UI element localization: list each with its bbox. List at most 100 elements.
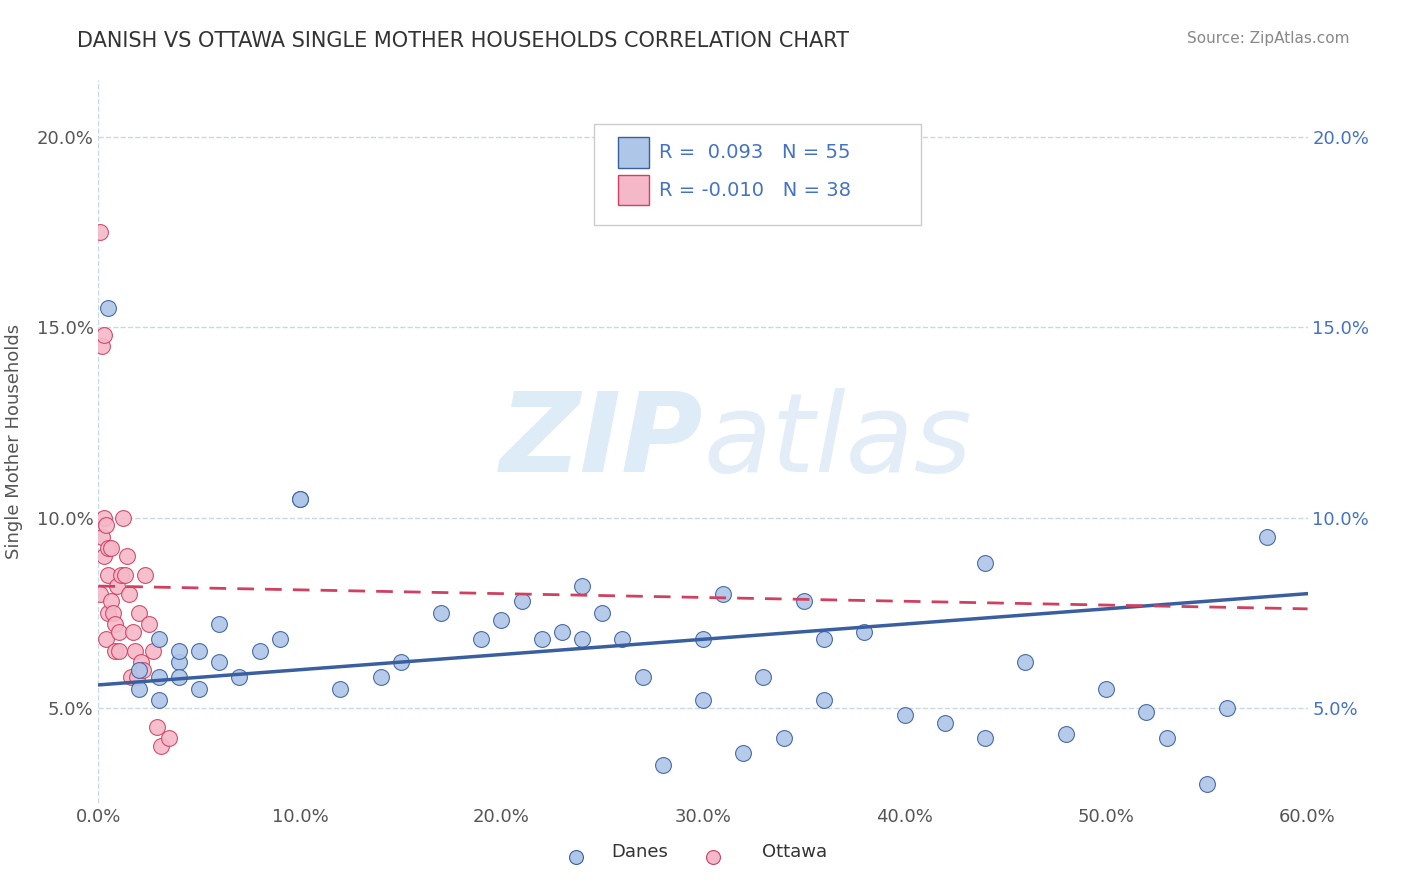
Point [128,681,150,696]
Text: DANISH VS OTTAWA SINGLE MOTHER HOUSEHOLDS CORRELATION CHART: DANISH VS OTTAWA SINGLE MOTHER HOUSEHOLD… [77,31,849,51]
Point [752,670,775,684]
Point [93,328,115,343]
Point [100,541,122,555]
Point [651,757,673,772]
Point [96,632,118,647]
Point [97,301,120,316]
Point [125,670,148,684]
Point [530,632,553,647]
Point [733,747,755,761]
Point [1156,731,1178,746]
Point [111,510,134,524]
Point [1195,777,1218,791]
Point [893,708,915,723]
Point [571,632,593,647]
Point [89,587,111,601]
Point [157,731,180,746]
Text: Source: ZipAtlas.com: Source: ZipAtlas.com [1187,31,1350,46]
Point [148,632,170,647]
Point [132,663,155,677]
Point [711,587,734,601]
Point [146,720,169,734]
Point [612,632,634,647]
Point [793,594,815,608]
Point [692,632,714,647]
Point [89,226,111,240]
Point [813,632,835,647]
Point [91,530,114,544]
Point [551,624,574,639]
Point [249,643,271,657]
Point [101,606,124,620]
Point [430,606,453,620]
FancyBboxPatch shape [595,124,921,225]
Point [1135,705,1157,719]
FancyBboxPatch shape [619,175,648,205]
Point [853,624,876,639]
Point [114,567,136,582]
Point [591,606,613,620]
Point [149,739,172,753]
Point [1054,727,1077,741]
Text: Ottawa: Ottawa [762,843,827,861]
Point [1216,700,1239,714]
Point [208,617,231,632]
Y-axis label: Single Mother Households: Single Mother Households [4,324,22,559]
Point [370,670,392,684]
Point [491,613,513,627]
Point [93,510,115,524]
Point [329,681,352,696]
Point [167,670,190,684]
Point [813,693,835,707]
Point [188,681,211,696]
Point [100,594,122,608]
Point [120,670,142,684]
Point [124,643,146,657]
Point [974,556,997,570]
Point [1256,530,1278,544]
Point [134,567,156,582]
Point [128,663,150,677]
Point [93,549,115,563]
Point [269,632,291,647]
Point [167,655,190,669]
Point [631,670,654,684]
Point [103,617,125,632]
Point [97,606,120,620]
Text: Danes: Danes [612,843,668,861]
Point [118,587,141,601]
Point [167,643,190,657]
Point [115,549,138,563]
Point [148,693,170,707]
Point [129,655,152,669]
Point [188,643,211,657]
Point [96,518,118,533]
Point [107,643,129,657]
Point [142,643,165,657]
Text: atlas: atlas [703,388,972,495]
Point [138,617,160,632]
Point [97,567,120,582]
Text: R =  0.093   N = 55: R = 0.093 N = 55 [659,143,851,162]
Point [103,643,125,657]
Point [121,624,143,639]
Point [228,670,250,684]
Point [208,655,231,669]
Point [97,541,120,555]
Point [288,491,311,506]
Point [128,606,150,620]
Point [148,670,170,684]
Point [389,655,412,669]
Point [110,567,132,582]
Point [571,579,593,593]
Point [1014,655,1036,669]
Point [470,632,492,647]
Point [91,339,114,353]
Point [772,731,794,746]
FancyBboxPatch shape [619,137,648,168]
Point [107,624,129,639]
Point [288,491,311,506]
Text: R = -0.010   N = 38: R = -0.010 N = 38 [659,180,852,200]
Text: ZIP: ZIP [499,388,703,495]
Point [1095,681,1118,696]
